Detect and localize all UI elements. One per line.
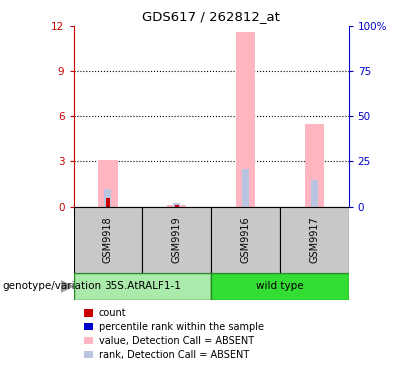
Bar: [175, 205, 178, 207]
Text: percentile rank within the sample: percentile rank within the sample: [99, 322, 264, 332]
Title: GDS617 / 262812_at: GDS617 / 262812_at: [142, 10, 280, 23]
Text: wild type: wild type: [256, 281, 304, 291]
Text: GSM9916: GSM9916: [240, 216, 250, 263]
Bar: [142, 207, 211, 273]
Bar: [236, 32, 255, 207]
Text: rank, Detection Call = ABSENT: rank, Detection Call = ABSENT: [99, 350, 249, 360]
Text: value, Detection Call = ABSENT: value, Detection Call = ABSENT: [99, 336, 254, 346]
Text: count: count: [99, 308, 126, 318]
Bar: [211, 273, 349, 300]
Bar: [173, 203, 180, 207]
Bar: [167, 205, 186, 207]
Text: 35S.AtRALF1-1: 35S.AtRALF1-1: [104, 281, 181, 291]
Bar: [211, 207, 280, 273]
Bar: [105, 189, 111, 207]
Bar: [74, 207, 142, 273]
Bar: [242, 169, 249, 207]
Text: GSM9918: GSM9918: [103, 216, 113, 263]
Bar: [106, 198, 110, 207]
Bar: [311, 180, 318, 207]
Text: GSM9919: GSM9919: [172, 216, 182, 263]
Text: genotype/variation: genotype/variation: [2, 281, 101, 291]
Polygon shape: [61, 281, 73, 292]
Text: GSM9917: GSM9917: [309, 216, 319, 263]
Bar: [304, 124, 324, 207]
Bar: [98, 160, 118, 207]
Bar: [280, 207, 349, 273]
Bar: [74, 273, 211, 300]
